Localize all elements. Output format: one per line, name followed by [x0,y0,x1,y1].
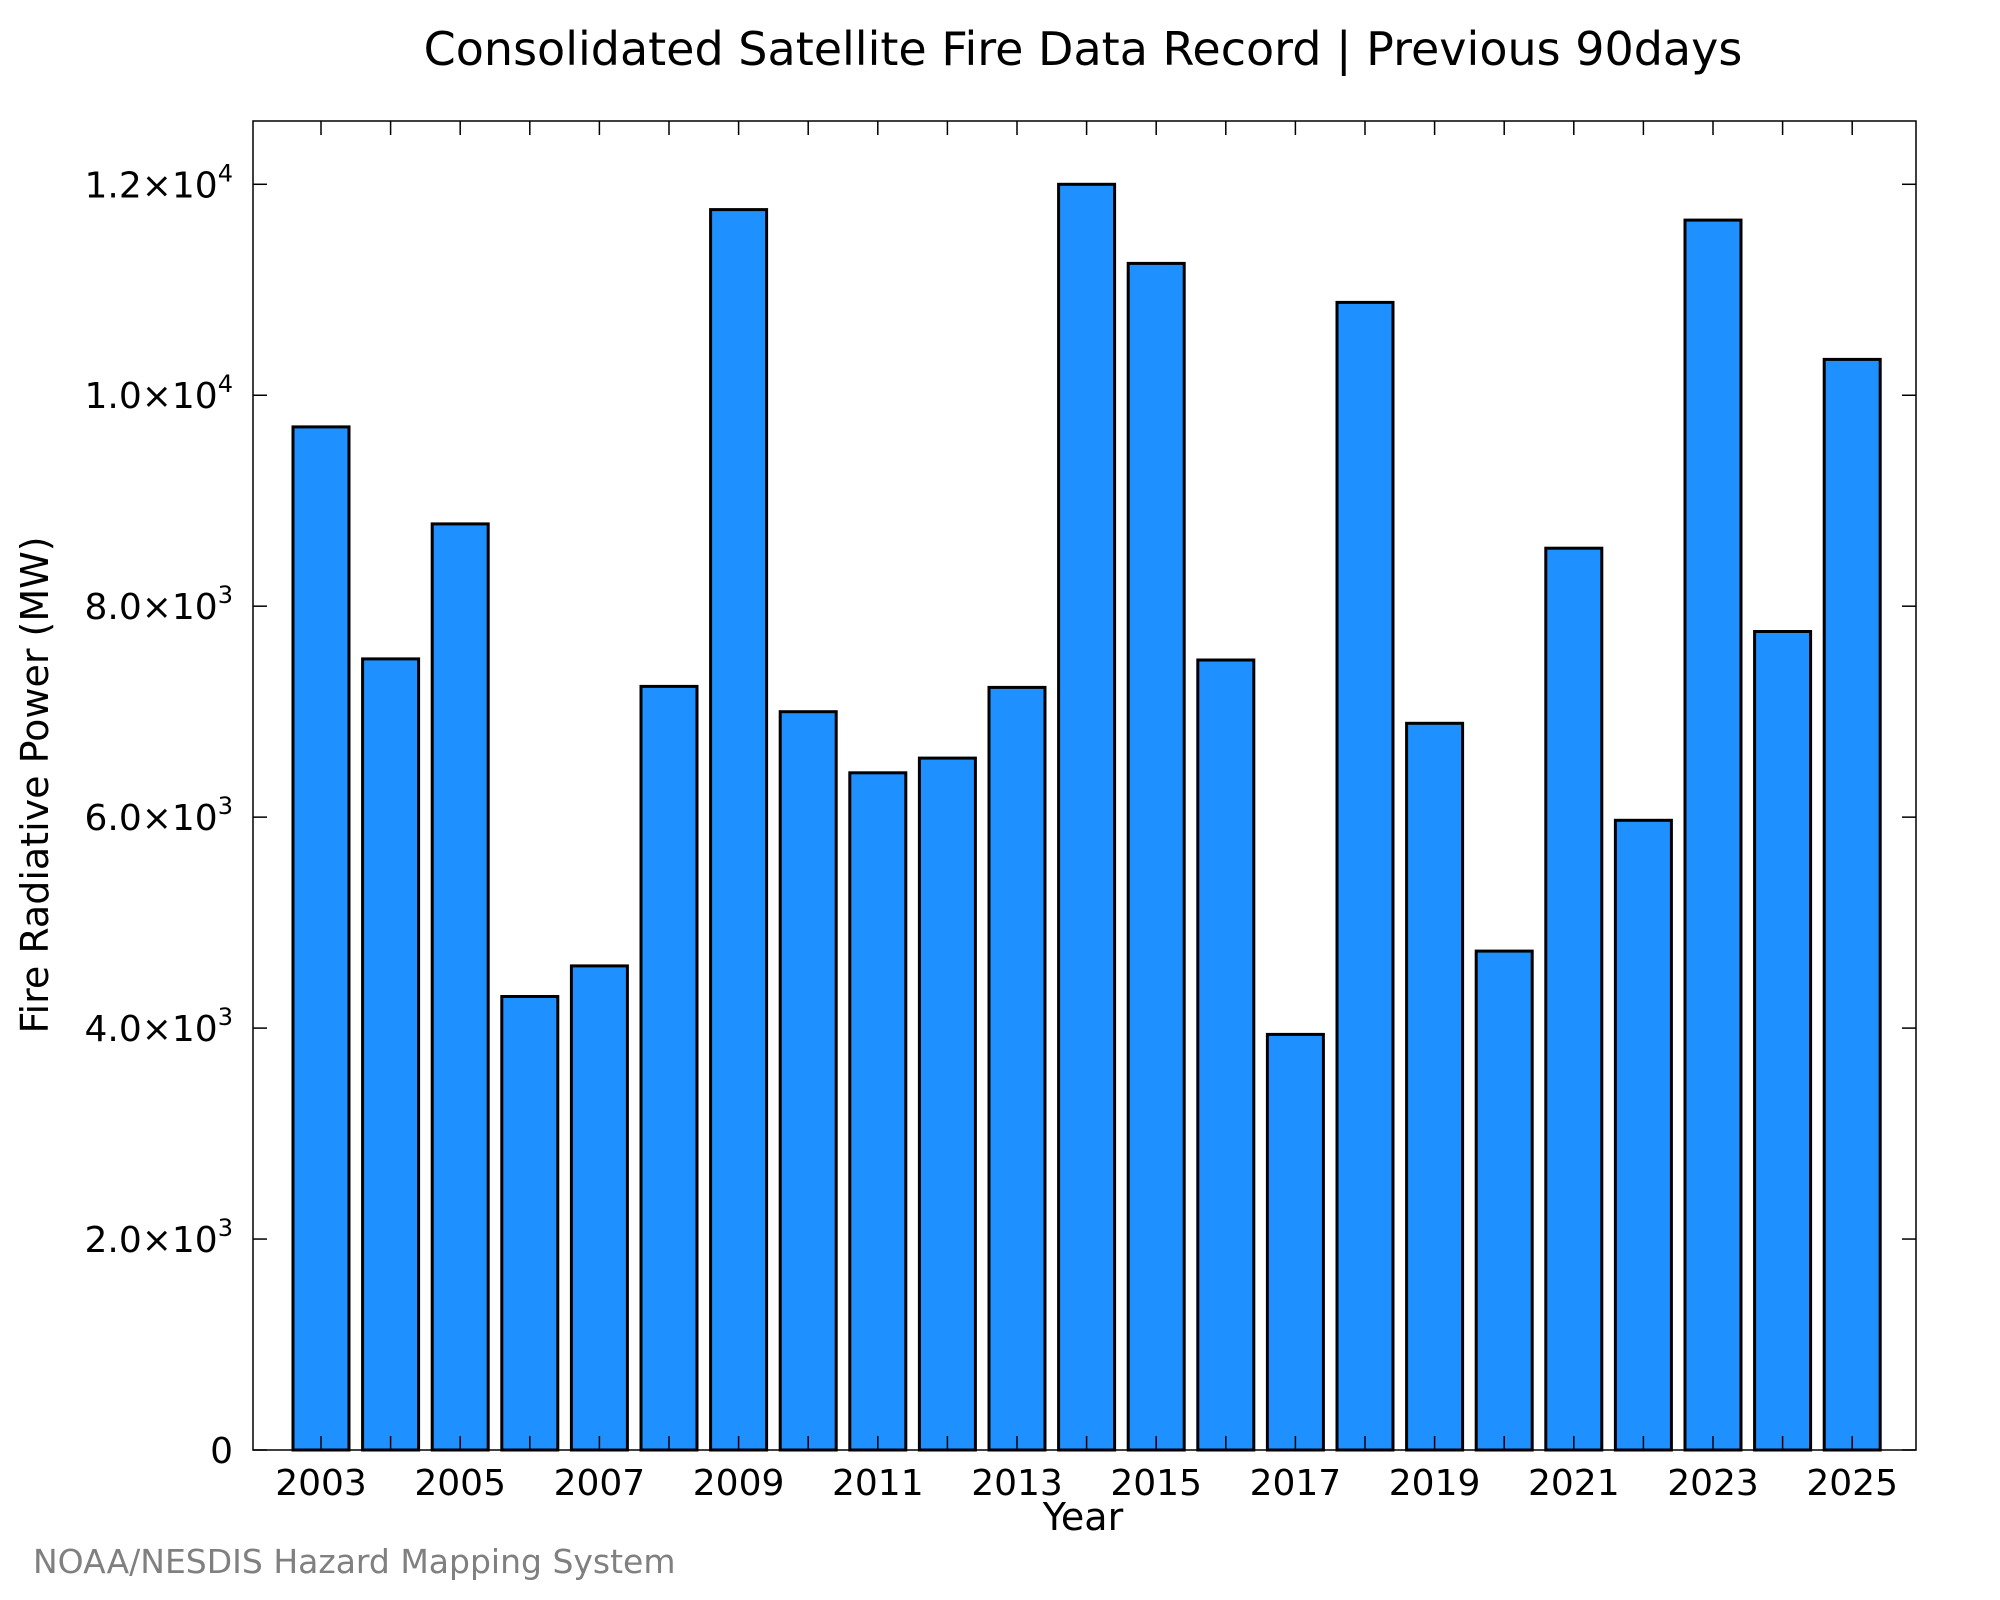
bar-2003 [291,425,351,1452]
x-tick-label-2017: 2017 [1250,1463,1342,1504]
x-tick-label-2019: 2019 [1389,1463,1481,1504]
x-tick-label-2007: 2007 [554,1463,646,1504]
bar-2014 [1057,182,1117,1452]
x-tick-label-2021: 2021 [1528,1463,1620,1504]
bar-2022 [1613,818,1673,1452]
y-tick-label-4000: 4.0×103 [84,1003,233,1050]
y-tick-label-2000: 2.0×103 [84,1214,233,1261]
bar-2018 [1335,300,1395,1452]
bar-2007 [569,964,629,1452]
bar-2015 [1126,261,1186,1452]
bar-2005 [430,522,490,1452]
x-tick-label-2013: 2013 [971,1463,1063,1504]
bar-2020 [1474,949,1534,1452]
bar-series [291,182,1882,1452]
y-tick-label-12000: 1.2×104 [84,159,233,206]
y-tick-label-6000: 6.0×103 [84,792,233,839]
x-tick-label-2015: 2015 [1110,1463,1202,1504]
bar-2019 [1405,721,1465,1452]
x-tick-label-2025: 2025 [1806,1463,1898,1504]
bar-2023 [1683,218,1743,1452]
bar-2012 [917,756,977,1452]
plot-frame [252,120,1917,1451]
bar-2025 [1822,357,1882,1452]
x-tick-label-2003: 2003 [275,1463,367,1504]
x-tick-label-2023: 2023 [1667,1463,1759,1504]
x-tick-label-2011: 2011 [832,1463,924,1504]
y-tick-label-10000: 1.0×104 [84,370,233,417]
y-axis-label: Fire Radiative Power (MW) [13,536,57,1033]
axis-ticks [253,121,1916,1451]
bar-2024 [1753,630,1813,1452]
bar-2013 [987,685,1047,1452]
x-tick-labels: 2003 2005 2007 2009 2011 2013 2015 2017 2019 2021… [275,1463,1898,1504]
chart-title: Consolidated Satellite Fire Data Record … [424,22,1743,77]
y-tick-labels: 0 2.0×103 4.0×103 6.0×103 8.0×103 1.0×104 1.2×… [84,159,233,1472]
bar-2010 [778,710,838,1452]
bar-2006 [500,995,560,1452]
credit-text: NOAA/NESDIS Hazard Mapping System [33,1542,676,1581]
y-tick-label-0: 0 [210,1431,233,1472]
bar-2021 [1544,546,1604,1452]
bar-2009 [709,208,769,1452]
bar-2011 [848,771,908,1452]
x-axis-label: Year [1042,1495,1124,1539]
bar-2017 [1265,1032,1325,1452]
bar-2016 [1196,658,1256,1452]
x-tick-label-2005: 2005 [414,1463,506,1504]
y-tick-label-8000: 8.0×103 [84,581,233,628]
bar-2004 [361,657,421,1452]
bar-2008 [639,684,699,1452]
x-tick-label-2009: 2009 [693,1463,785,1504]
